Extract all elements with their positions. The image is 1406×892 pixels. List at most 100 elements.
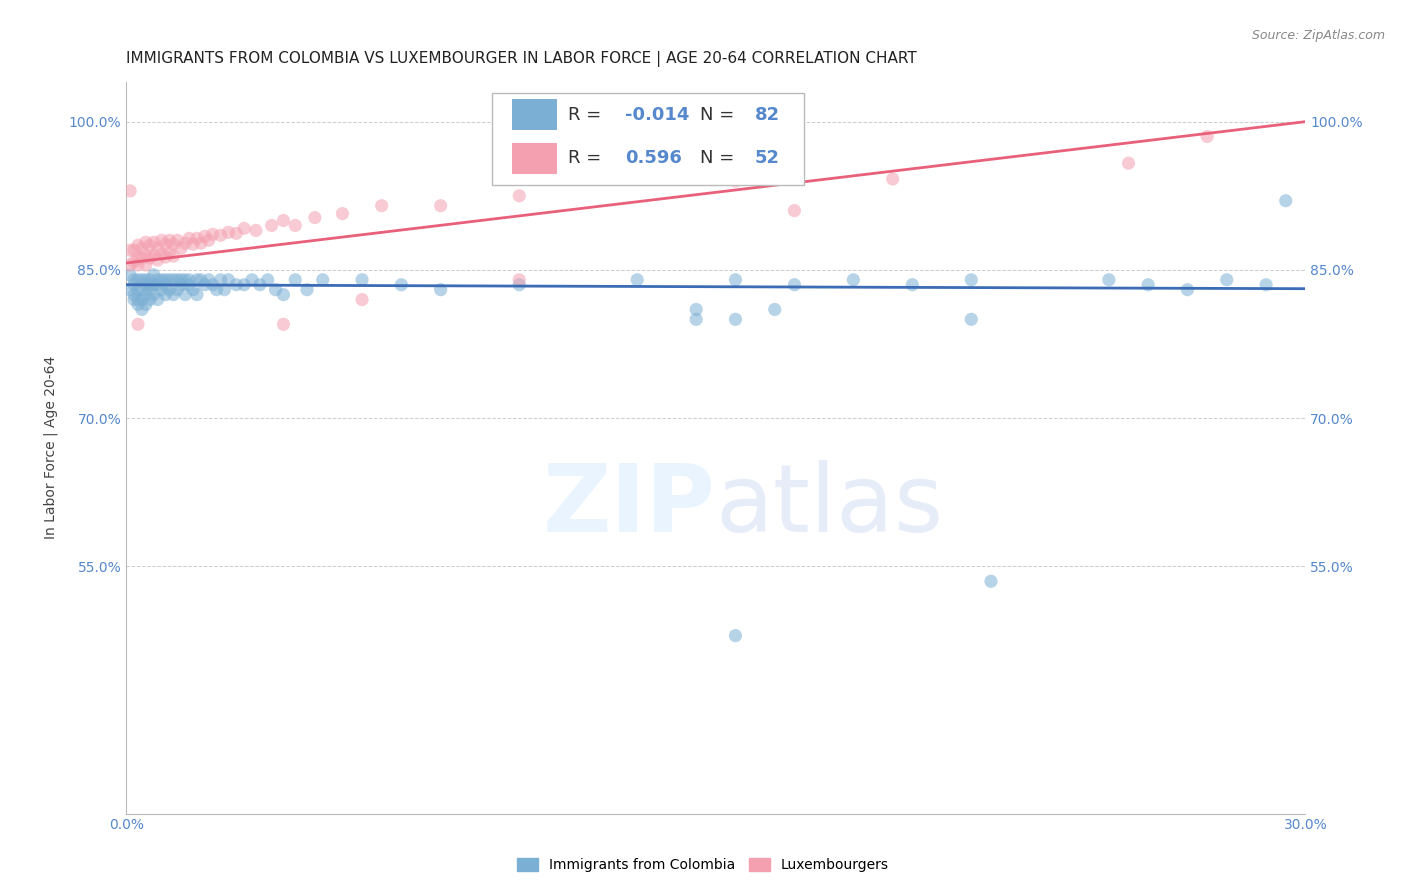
- Point: [142, 268, 165, 282]
- Text: R =: R =: [568, 105, 607, 124]
- Point: [159, 273, 181, 287]
- Y-axis label: In Labor Force | Age 20-64: In Labor Force | Age 20-64: [44, 356, 58, 540]
- Point: [127, 273, 149, 287]
- Point: [1118, 156, 1140, 170]
- Point: [186, 231, 208, 245]
- Point: [240, 273, 263, 287]
- Point: [1254, 277, 1277, 292]
- Point: [1216, 273, 1239, 287]
- Point: [131, 302, 153, 317]
- Point: [166, 283, 188, 297]
- Text: 0.596: 0.596: [626, 149, 682, 167]
- Point: [135, 297, 157, 311]
- Point: [508, 277, 530, 292]
- Point: [245, 223, 267, 237]
- Point: [273, 287, 295, 301]
- Point: [159, 245, 181, 260]
- Point: [508, 188, 530, 202]
- Point: [146, 273, 169, 287]
- Point: [127, 293, 149, 307]
- Point: [1137, 277, 1160, 292]
- Point: [249, 277, 271, 292]
- Point: [724, 273, 747, 287]
- Text: N =: N =: [700, 149, 741, 167]
- Point: [174, 287, 197, 301]
- Text: -0.014: -0.014: [626, 105, 689, 124]
- Point: [960, 312, 983, 326]
- Point: [142, 248, 165, 262]
- Point: [135, 287, 157, 301]
- Point: [127, 258, 149, 272]
- Point: [201, 277, 224, 292]
- Point: [142, 277, 165, 292]
- Point: [139, 238, 162, 252]
- Point: [429, 199, 451, 213]
- Point: [159, 233, 181, 247]
- Point: [1197, 129, 1219, 144]
- Text: N =: N =: [700, 105, 741, 124]
- Point: [155, 250, 177, 264]
- Text: 52: 52: [755, 149, 780, 167]
- FancyBboxPatch shape: [512, 143, 557, 174]
- Point: [135, 235, 157, 250]
- Point: [352, 273, 374, 287]
- Point: [783, 277, 806, 292]
- Point: [225, 227, 247, 241]
- Point: [127, 238, 149, 252]
- Point: [190, 273, 212, 287]
- Point: [120, 283, 142, 297]
- Point: [155, 287, 177, 301]
- Point: [135, 258, 157, 272]
- Point: [170, 277, 193, 292]
- Point: [197, 233, 219, 247]
- Point: [901, 277, 924, 292]
- Text: IMMIGRANTS FROM COLOMBIA VS LUXEMBOURGER IN LABOR FORCE | AGE 20-64 CORRELATION : IMMIGRANTS FROM COLOMBIA VS LUXEMBOURGER…: [127, 51, 917, 67]
- Point: [120, 243, 142, 257]
- Point: [177, 231, 200, 245]
- Point: [332, 206, 354, 220]
- Point: [882, 172, 904, 186]
- Point: [146, 277, 169, 292]
- FancyBboxPatch shape: [492, 93, 804, 185]
- Point: [260, 219, 283, 233]
- Text: R =: R =: [568, 149, 607, 167]
- Point: [217, 273, 239, 287]
- Text: atlas: atlas: [716, 460, 943, 552]
- Point: [685, 302, 707, 317]
- Point: [201, 227, 224, 242]
- Point: [1098, 273, 1121, 287]
- Point: [508, 273, 530, 287]
- Point: [295, 283, 318, 297]
- Point: [181, 283, 204, 297]
- Point: [162, 249, 184, 263]
- Point: [370, 199, 392, 213]
- Point: [146, 241, 169, 255]
- Point: [131, 283, 153, 297]
- Legend: Immigrants from Colombia, Luxembourgers: Immigrants from Colombia, Luxembourgers: [512, 853, 894, 878]
- Point: [127, 318, 149, 332]
- Point: [177, 273, 200, 287]
- Point: [389, 277, 412, 292]
- Point: [174, 273, 197, 287]
- Point: [273, 213, 295, 227]
- Point: [312, 273, 335, 287]
- Point: [139, 283, 162, 297]
- Point: [233, 221, 256, 235]
- Point: [122, 293, 145, 307]
- Point: [842, 273, 865, 287]
- Point: [685, 312, 707, 326]
- Point: [155, 237, 177, 252]
- Point: [960, 273, 983, 287]
- Point: [352, 293, 374, 307]
- Point: [264, 283, 287, 297]
- Point: [205, 283, 228, 297]
- Point: [150, 233, 173, 247]
- Point: [626, 273, 648, 287]
- Point: [120, 184, 142, 198]
- Point: [146, 253, 169, 268]
- Point: [783, 203, 806, 218]
- Text: Source: ZipAtlas.com: Source: ZipAtlas.com: [1251, 29, 1385, 42]
- Point: [122, 273, 145, 287]
- Point: [273, 318, 295, 332]
- Point: [122, 243, 145, 257]
